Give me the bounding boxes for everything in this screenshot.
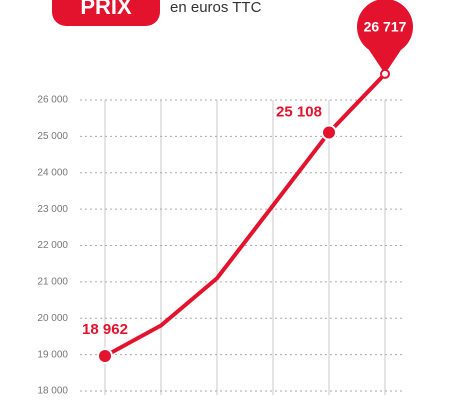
chart-subtitle: en euros TTC bbox=[170, 0, 262, 16]
point bbox=[321, 124, 337, 141]
title-badge bbox=[52, 0, 160, 26]
y-tick-label: 22 000 bbox=[37, 240, 68, 251]
value-label: 18 962 bbox=[82, 321, 128, 338]
value-label: 25 108 bbox=[276, 103, 322, 120]
y-tick-label: 25 000 bbox=[37, 131, 68, 142]
y-tick-label: 23 000 bbox=[37, 204, 68, 215]
line bbox=[104, 72, 387, 358]
chart-title: PRIX bbox=[80, 0, 132, 19]
pin bbox=[357, 0, 413, 74]
y-tick-label: 20 000 bbox=[37, 313, 68, 324]
point bbox=[97, 348, 113, 365]
y-tick-label: 19 000 bbox=[37, 349, 68, 360]
y-tick-label: 18 000 bbox=[37, 386, 68, 397]
value-label: 26 717 bbox=[364, 19, 407, 35]
y-tick-label: 21 000 bbox=[37, 277, 68, 288]
y-tick-label: 26 000 bbox=[37, 95, 68, 106]
point bbox=[380, 68, 390, 79]
y-tick-label: 24 000 bbox=[37, 167, 68, 178]
